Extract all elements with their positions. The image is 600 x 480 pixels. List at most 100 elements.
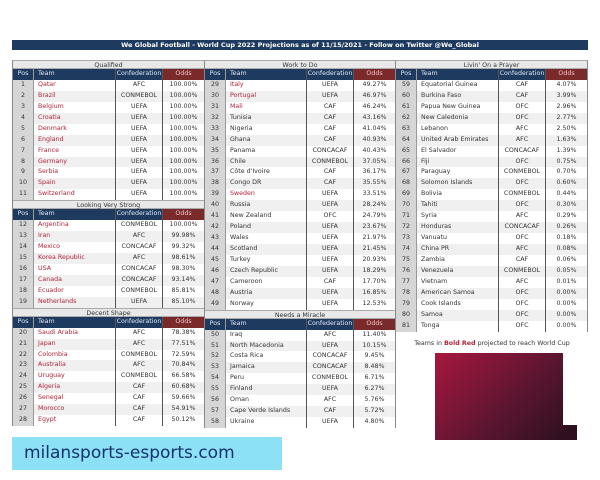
cell-odds: 0.26%	[556, 223, 577, 231]
cell-confederation: UEFA	[307, 90, 354, 102]
cell-pos: 6	[13, 134, 34, 146]
table-row: 54 Peru CONMEBOL 6.71%	[205, 373, 395, 385]
cell-confederation: CONMEBOL	[307, 156, 354, 168]
table-row: 56 Oman AFC 5.76%	[205, 395, 395, 407]
cell-odds: 0.00%	[556, 321, 577, 329]
cell-pos: 30	[205, 90, 226, 102]
cell-odds: 72.59%	[171, 350, 196, 358]
table-row: 2 Brazil CONMEBOL 100.00%	[13, 90, 204, 102]
table-row: 70 Tahiti OFC 0.30%	[396, 200, 587, 212]
table-row: 42 Poland UEFA 23.67%	[205, 222, 395, 234]
cell-odds: 100.00%	[169, 80, 198, 88]
table-row: 68 Solomon Islands OFC 0.60%	[396, 178, 587, 190]
cell-odds: 9.45%	[364, 352, 385, 360]
cell-team: Colombia	[34, 349, 116, 361]
header-team: Team	[34, 69, 116, 80]
cell-confederation: OFC	[499, 320, 546, 332]
table-row: 25 Algeria CAF 60.68%	[13, 382, 204, 394]
table-row: 65 El Salvador CONCACAF 1.39%	[396, 145, 587, 157]
header-team: Team	[34, 316, 116, 328]
table-row: 61 Papua New Guinea OFC 2.96%	[396, 101, 587, 113]
cell-pos: 15	[13, 253, 34, 264]
header-team: Team	[34, 209, 116, 221]
cell-confederation: UEFA	[116, 189, 163, 201]
cell-pos: 80	[396, 309, 417, 321]
table-row: 57 Cape Verde Islands CAF 5.72%	[205, 406, 395, 418]
cell-confederation: AFC	[116, 231, 163, 243]
cell-confederation: AFC	[116, 360, 163, 372]
legend-highlight: Bold Red	[443, 340, 476, 347]
cell-confederation: OFC	[499, 200, 546, 212]
table-row: 52 Costa Rica CONCACAF 9.45%	[205, 351, 395, 363]
cell-team: England	[34, 134, 116, 146]
cell-odds: 43.16%	[362, 113, 387, 121]
cell-odds: 0.75%	[556, 157, 577, 165]
header-odds: Odds	[354, 69, 395, 80]
cell-confederation: CONMEBOL	[116, 90, 163, 102]
cell-confederation: UEFA	[307, 254, 354, 266]
cell-confederation: OFC	[499, 233, 546, 244]
table-row: 67 Paraguay CONMEBOL 0.70%	[396, 167, 587, 179]
table-row: 18 Ecuador CONMEBOL 85.81%	[13, 285, 204, 297]
cell-confederation: OFC	[499, 309, 546, 321]
cell-confederation: CAF	[116, 393, 163, 405]
cell-team: Chile	[226, 156, 307, 168]
cell-odds: 12.53%	[362, 299, 387, 307]
cell-pos: 20	[13, 327, 34, 339]
table-row: 8 Germany UEFA 100.00%	[13, 156, 204, 168]
table-body: 1 Qatar AFC 100.00% 2 Brazil CONMEBOL 100.00% 3 B…	[13, 79, 204, 201]
table-row: 9 Serbia UEFA 100.00%	[13, 167, 204, 179]
table-row: 33 Nigeria CAF 41.04%	[205, 123, 395, 135]
cell-confederation: AFC	[307, 395, 354, 407]
cell-pos: 28	[13, 415, 34, 427]
cell-pos: 64	[396, 134, 417, 146]
cell-confederation: CAF	[307, 406, 354, 418]
cell-odds: 98.61%	[171, 254, 196, 261]
cell-team: United Arab Emirates	[417, 134, 499, 146]
cell-odds: 41.04%	[362, 124, 387, 132]
cell-team: Korea Republic	[34, 253, 116, 264]
table-row: 29 Italy UEFA 49.27%	[205, 79, 395, 91]
cell-team: China PR	[417, 244, 499, 255]
cell-odds: 50.12%	[171, 416, 196, 424]
cell-team: Zambia	[417, 254, 499, 266]
header-odds: Odds	[546, 69, 587, 80]
cell-odds: 28.24%	[362, 201, 387, 209]
cell-confederation: UEFA	[307, 417, 354, 428]
cell-pos: 43	[205, 233, 226, 244]
cell-pos: 68	[396, 178, 417, 190]
legend-note: Teams in Bold Red projected to reach Wor…	[396, 340, 588, 347]
cell-team: Canada	[34, 274, 116, 286]
column-header-row: Pos Team Confederation Odds	[396, 69, 587, 80]
table-row: 51 North Macedonia UEFA 10.15%	[205, 340, 395, 352]
cell-pos: 1	[13, 79, 34, 91]
cell-odds: 5.76%	[364, 396, 385, 404]
cell-pos: 65	[396, 145, 417, 157]
table-row: 44 Scotland UEFA 21.45%	[205, 244, 395, 255]
cell-odds: 99.32%	[171, 243, 196, 251]
table-row: 46 Czech Republic UEFA 18.29%	[205, 265, 395, 277]
cell-pos: 62	[396, 112, 417, 124]
table-row: 62 New Caledonia OFC 2.77%	[396, 112, 587, 124]
table-row: 1 Qatar AFC 100.00%	[13, 79, 204, 91]
cell-team: Venezuela	[417, 265, 499, 277]
cell-confederation: CAF	[116, 415, 163, 427]
table-row: 75 Zambia CAF 0.06%	[396, 254, 587, 266]
cell-team: Honduras	[417, 222, 499, 234]
cell-pos: 79	[396, 298, 417, 310]
table-row: 81 Tonga OFC 0.00%	[396, 320, 587, 332]
cell-confederation: CAF	[116, 382, 163, 394]
cell-confederation: UEFA	[307, 287, 354, 299]
cell-pos: 53	[205, 362, 226, 374]
cell-odds: 85.81%	[171, 286, 196, 294]
header-pos: Pos	[205, 69, 226, 80]
table-row: 36 Chile CONMEBOL 37.05%	[205, 156, 395, 168]
cell-pos: 2	[13, 90, 34, 102]
table-row: 60 Burkina Faso CAF 3.99%	[396, 90, 587, 102]
header-team: Team	[226, 318, 307, 330]
cell-team: Panama	[226, 145, 307, 157]
cell-confederation: CONCACAF	[499, 222, 546, 234]
table-row: 59 Equatorial Guinea CAF 4.07%	[396, 79, 587, 91]
cell-pos: 26	[13, 393, 34, 405]
cell-confederation: UEFA	[116, 123, 163, 135]
